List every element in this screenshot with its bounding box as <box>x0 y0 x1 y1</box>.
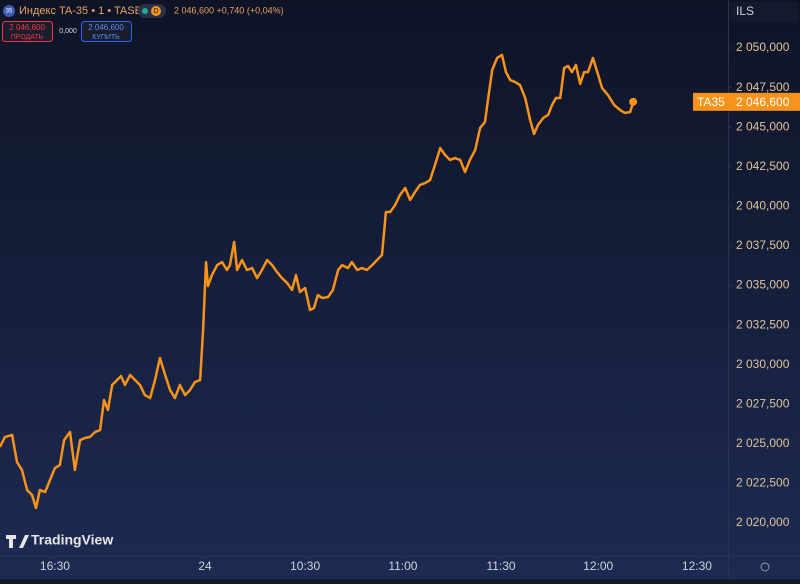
buy-label: КУПИТЬ <box>92 34 120 41</box>
buy-button[interactable] <box>81 21 132 42</box>
y-tick-label: 2 042,500 <box>736 159 790 173</box>
last-point <box>629 97 638 106</box>
spread: 0,000 <box>59 28 77 35</box>
settings-icon[interactable] <box>760 562 770 572</box>
x-tick-label: 12:30 <box>682 559 712 573</box>
currency[interactable]: ILS <box>736 4 754 18</box>
title[interactable]: Индекс TA-35 • 1 • TASE <box>19 5 142 17</box>
currency-box[interactable] <box>730 2 798 22</box>
y-tick-label: 2 022,500 <box>736 476 790 490</box>
brand: TradingView <box>31 532 113 548</box>
y-tick-label: 2 020,000 <box>736 515 790 529</box>
price-line <box>0 53 635 510</box>
y-tick-label: 2 047,500 <box>736 80 790 94</box>
y-tick-label: 2 040,000 <box>736 199 790 213</box>
sell-label: ПРОДАТЬ <box>11 34 44 41</box>
x-tick-label: 10:30 <box>290 559 320 573</box>
buy-price: 2 046,600 <box>88 23 124 32</box>
symbol-icon <box>3 5 15 17</box>
sell-button[interactable] <box>2 21 53 42</box>
brand-logo <box>6 535 29 548</box>
y-tick-label: 2 050,000 <box>736 40 790 54</box>
x-tick-label: 12:00 <box>583 559 613 573</box>
price-label-box <box>693 92 800 111</box>
price-label-value: 2 046,600 <box>736 95 790 109</box>
y-tick-label: 2 030,000 <box>736 357 790 371</box>
y-tick-label: 2 035,000 <box>736 278 790 292</box>
y-tick-label: 2 027,500 <box>736 396 790 410</box>
symbol-badge: 35 <box>6 9 13 15</box>
sell-price: 2 046,600 <box>9 23 45 32</box>
y-tick-label: 2 045,000 <box>736 119 790 133</box>
y-tick-label: 2 032,500 <box>736 317 790 331</box>
x-tick-label: 11:00 <box>388 559 417 573</box>
x-tick-label: 24 <box>198 559 212 573</box>
x-tick-label: 16:30 <box>40 559 70 573</box>
status-dot <box>142 8 148 14</box>
quote: 2 046,600 +0,740 (+0,04%) <box>174 5 284 15</box>
interval-icon <box>151 6 161 16</box>
y-tick-label: 2 037,500 <box>736 238 790 252</box>
y-tick-label: 2 025,000 <box>736 436 790 450</box>
x-tick-label: 11:30 <box>486 559 515 573</box>
price-label-name: TA35 <box>697 95 725 109</box>
interval-badge: D <box>153 8 158 15</box>
